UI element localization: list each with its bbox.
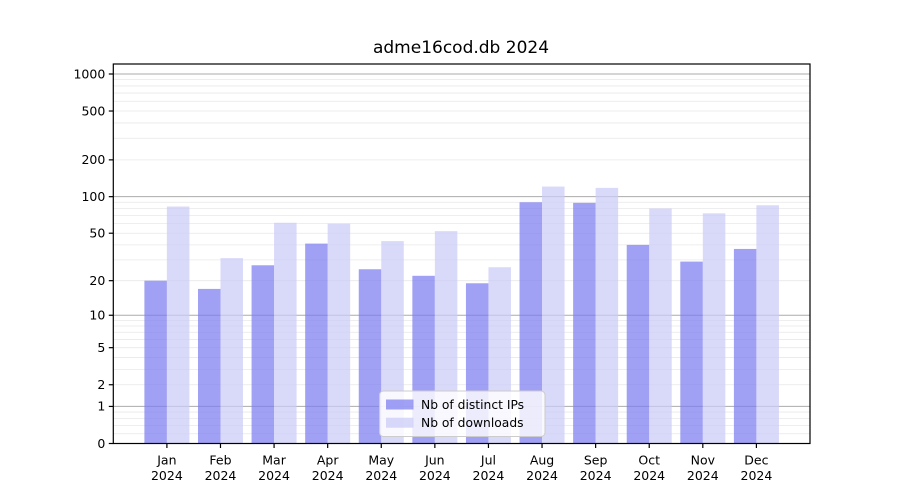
x-axis: Jan2024Feb2024Mar2024Apr2024May2024Jun20…	[151, 443, 773, 483]
x-tick-label-month: Mar	[262, 453, 286, 468]
bar	[733, 248, 757, 444]
bar	[702, 213, 726, 444]
bar	[274, 222, 297, 444]
y-tick-label: 0	[97, 436, 105, 451]
x-tick-label-year: 2024	[205, 468, 237, 483]
x-tick-label-month: Jan	[156, 453, 176, 468]
x-tick-label-month: Apr	[317, 453, 339, 468]
x-tick-label-month: Nov	[691, 453, 716, 468]
x-tick-label-year: 2024	[526, 468, 558, 483]
x-tick-label-year: 2024	[365, 468, 397, 483]
y-tick-label: 1000	[73, 66, 105, 81]
bar	[680, 261, 703, 444]
plot-area: 01251020501002005001000Jan2024Feb2024Mar…	[73, 63, 811, 483]
y-tick-label: 20	[89, 273, 105, 288]
y-tick-label: 100	[81, 189, 105, 204]
bar	[542, 186, 565, 444]
y-tick-label: 1	[97, 399, 105, 414]
x-tick-label-month: Feb	[209, 453, 231, 468]
bar	[327, 223, 351, 444]
bar	[595, 187, 619, 444]
x-tick-label-year: 2024	[741, 468, 773, 483]
bar	[144, 280, 167, 444]
x-tick-label-month: Dec	[744, 453, 768, 468]
legend-label: Nb of distinct IPs	[421, 398, 524, 412]
x-tick-label-year: 2024	[151, 468, 183, 483]
bar	[756, 205, 779, 444]
x-tick-label-year: 2024	[687, 468, 719, 483]
x-tick-label-year: 2024	[419, 468, 451, 483]
legend-swatch-downloads	[386, 417, 414, 428]
x-tick-label-month: May	[368, 453, 394, 468]
y-tick-label: 5	[97, 340, 105, 355]
x-tick-label-year: 2024	[580, 468, 612, 483]
bar	[305, 243, 328, 444]
y-tick-label: 2	[97, 377, 105, 392]
x-tick-label-year: 2024	[473, 468, 505, 483]
series-distinct-ips	[144, 202, 757, 444]
y-axis: 0 1 2 5 10 20 50 100 200 500 1000	[73, 66, 114, 451]
bar	[197, 288, 221, 444]
x-tick-label-month: Jul	[480, 453, 496, 468]
chart-title: adme16cod.db 2024	[373, 38, 549, 58]
y-tick-label: 200	[81, 152, 105, 167]
bar	[573, 202, 596, 444]
bar	[166, 206, 190, 444]
x-tick-label-year: 2024	[258, 468, 290, 483]
bar	[519, 202, 543, 444]
x-tick-label-year: 2024	[633, 468, 665, 483]
bar	[251, 265, 275, 444]
legend: Nb of distinct IPs Nb of downloads	[379, 390, 546, 437]
x-tick-label-month: Jun	[424, 453, 445, 468]
y-tick-label: 50	[89, 226, 105, 241]
axes-border	[112, 63, 811, 445]
x-tick-label-year: 2024	[312, 468, 344, 483]
legend-swatch-distinct-ips	[386, 399, 414, 410]
y-tick-label: 500	[81, 103, 105, 118]
bar	[220, 258, 243, 444]
bar	[626, 244, 650, 444]
bar	[358, 269, 382, 444]
x-tick-label-month: Aug	[530, 453, 554, 468]
x-tick-label-month: Sep	[584, 453, 608, 468]
legend-label: Nb of downloads	[421, 416, 524, 430]
legend-box	[379, 390, 546, 437]
x-tick-label-month: Oct	[638, 453, 660, 468]
bar	[649, 208, 672, 444]
y-tick-label: 10	[89, 308, 105, 323]
bar	[434, 231, 458, 444]
